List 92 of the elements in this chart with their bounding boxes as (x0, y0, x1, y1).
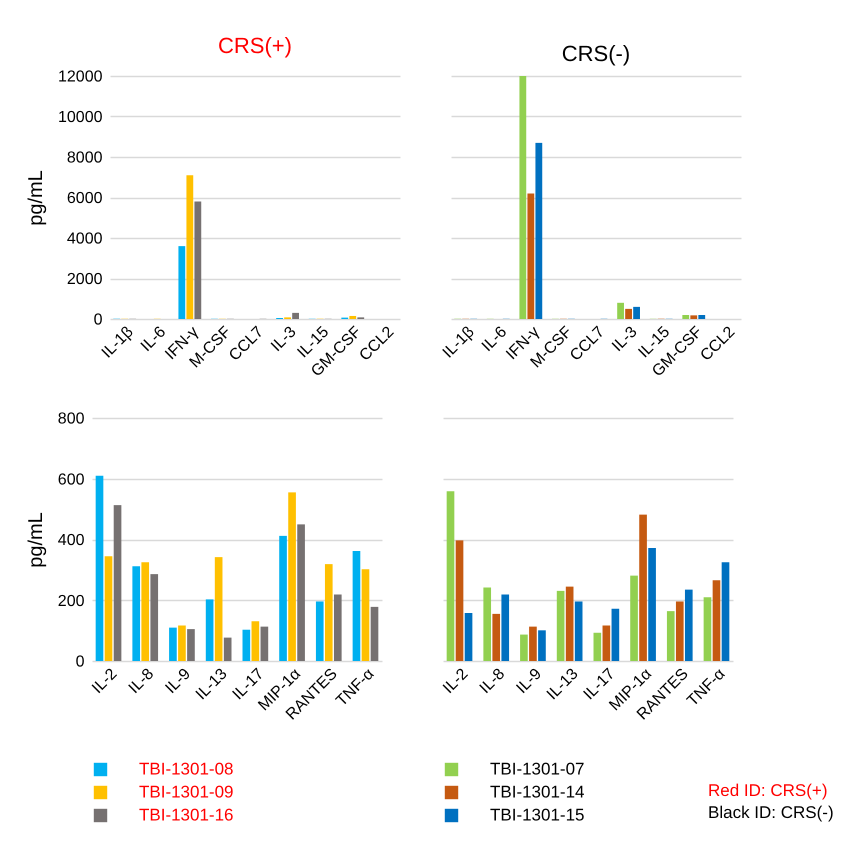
text: Black ID: CRS(-) (708, 802, 834, 824)
y-tick-label: 0 (94, 312, 103, 328)
bar (297, 524, 305, 661)
bar (690, 315, 698, 319)
bar (292, 312, 299, 319)
bar (594, 632, 602, 661)
legend-label: TBI-1301-14 (490, 782, 584, 802)
legend-label: TBI-1301-09 (139, 782, 234, 802)
bar (150, 574, 158, 661)
bar (260, 626, 268, 661)
bar (279, 536, 287, 661)
bar (362, 569, 370, 661)
bar (501, 594, 510, 661)
bar (639, 514, 647, 661)
y-tick-label: 12000 (58, 68, 103, 86)
x-tick-label: IL-9 (162, 665, 194, 698)
bar (483, 587, 492, 661)
legend-label: TBI-1301-15 (490, 806, 584, 824)
bar (520, 634, 528, 661)
y-tick-label: 2000 (66, 271, 103, 288)
bar (349, 316, 356, 319)
bar (178, 625, 186, 661)
text: Red ID: CRS(+) (708, 780, 828, 802)
bar (456, 540, 464, 661)
bar (370, 606, 378, 661)
y-axis-title: pg/mL (25, 170, 48, 226)
y-tick-label: 4000 (66, 230, 103, 248)
bar (704, 597, 712, 661)
y-tick-label: 6000 (66, 190, 103, 207)
y-tick-label: 200 (58, 592, 85, 610)
bar (187, 629, 195, 661)
bar (114, 505, 122, 661)
bar (602, 625, 610, 661)
bar (316, 601, 324, 661)
bar (519, 76, 526, 319)
bar (169, 628, 177, 661)
x-tick-label: IL-2 (89, 665, 121, 698)
bar (698, 314, 706, 319)
bar (214, 557, 222, 661)
bar (666, 611, 675, 661)
bar (556, 590, 564, 661)
bar (492, 614, 500, 661)
bar (186, 175, 194, 319)
bar (648, 548, 656, 661)
bar (178, 246, 186, 319)
legend-label: TBI-1301-08 (139, 760, 234, 778)
bar (446, 491, 454, 661)
bar (722, 562, 730, 661)
bar (324, 564, 333, 661)
bar (538, 630, 546, 661)
bar (612, 608, 620, 661)
bar (206, 599, 214, 661)
bar (194, 202, 202, 319)
bar (334, 594, 342, 661)
bar (104, 556, 112, 661)
bar (682, 314, 690, 319)
bar (535, 142, 542, 319)
bar (464, 613, 472, 661)
bar (132, 566, 140, 661)
y-tick-label: 8000 (66, 150, 103, 166)
bar (141, 562, 150, 661)
y-tick-label: 800 (58, 410, 85, 428)
bar (633, 306, 640, 319)
y-tick-label: 0 (76, 654, 85, 670)
bar (712, 580, 720, 661)
bar (630, 576, 638, 661)
x-tick-label: IL-2 (440, 665, 472, 698)
bar (529, 626, 537, 661)
legend-label: TBI-1301-16 (139, 806, 234, 824)
y-tick-label: 600 (58, 471, 85, 488)
bar (96, 476, 104, 661)
y-axis-title: pg/mL (24, 512, 47, 568)
x-tick-label: IL-8 (126, 665, 158, 698)
legend-label: TBI-1301-07 (490, 760, 584, 778)
x-tick-label: IL-9 (513, 665, 546, 698)
bar (684, 590, 693, 661)
chart-title: CRS(+) (218, 33, 292, 58)
bar (566, 586, 574, 661)
bar (527, 193, 534, 319)
y-tick-label: 10000 (58, 109, 103, 126)
bar (625, 308, 632, 319)
x-tick-label: IL-8 (476, 665, 508, 698)
bar (574, 601, 582, 661)
bar (617, 302, 624, 319)
bar (676, 601, 684, 661)
bar (224, 638, 232, 661)
bar (252, 621, 260, 661)
y-tick-label: 400 (58, 532, 85, 549)
bar (352, 551, 360, 661)
bar (242, 630, 250, 661)
chart-title: CRS(-) (562, 41, 630, 66)
bar (288, 492, 296, 661)
